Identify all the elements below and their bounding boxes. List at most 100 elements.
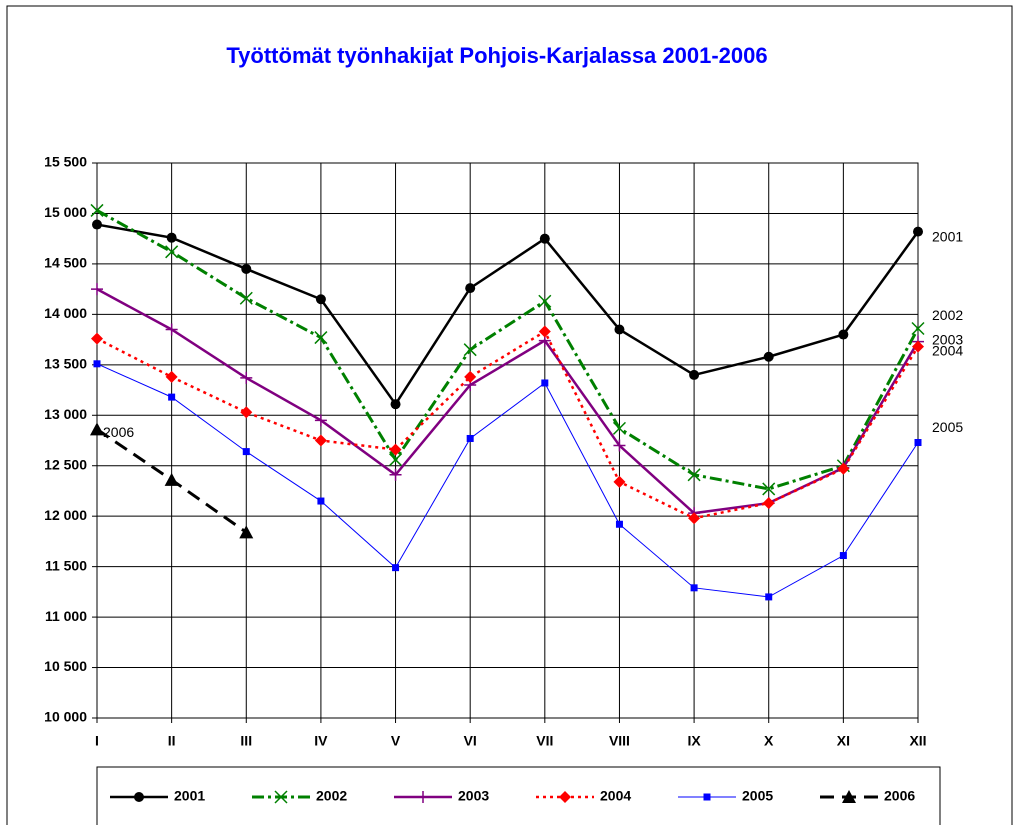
series-line xyxy=(96,288,920,515)
marker xyxy=(165,245,179,259)
plot-area xyxy=(96,162,919,719)
marker xyxy=(134,792,144,802)
marker xyxy=(166,232,177,243)
marker xyxy=(763,351,774,362)
marker xyxy=(703,793,711,801)
marker xyxy=(92,219,102,230)
marker xyxy=(765,593,773,601)
legend-label: 2001 xyxy=(174,788,205,804)
marker xyxy=(389,443,402,456)
marker xyxy=(842,790,856,803)
marker xyxy=(914,439,922,447)
marker xyxy=(541,379,549,387)
marker xyxy=(314,414,327,427)
marker xyxy=(762,497,775,510)
series-line xyxy=(96,223,920,407)
marker xyxy=(314,331,328,345)
x-tick-label: VII xyxy=(536,733,553,749)
marker xyxy=(241,263,252,274)
x-tick-label: V xyxy=(391,733,401,749)
marker xyxy=(389,468,402,481)
marker xyxy=(687,468,701,482)
x-tick-label: IX xyxy=(687,733,701,749)
marker xyxy=(239,525,254,539)
marker xyxy=(239,291,253,305)
marker xyxy=(91,332,103,345)
series-line xyxy=(96,329,920,520)
y-tick-label: 14 000 xyxy=(44,305,87,321)
series-line xyxy=(96,363,919,598)
x-tick-label: XI xyxy=(837,733,850,749)
marker xyxy=(538,294,552,308)
x-tick-label: III xyxy=(240,733,252,749)
marker xyxy=(539,233,550,244)
marker xyxy=(390,399,401,410)
marker xyxy=(91,283,103,296)
marker xyxy=(317,497,325,505)
marker xyxy=(168,393,176,401)
marker xyxy=(613,475,626,488)
y-tick-label: 12 000 xyxy=(44,507,87,523)
marker xyxy=(559,791,571,803)
series-label: 2002 xyxy=(932,307,963,323)
marker xyxy=(90,203,104,217)
series-label: 2003 xyxy=(932,331,963,347)
marker xyxy=(90,422,104,436)
marker xyxy=(466,434,474,442)
marker xyxy=(911,321,925,336)
y-tick-label: 11 500 xyxy=(45,557,87,573)
x-tick-label: IV xyxy=(314,733,328,749)
marker xyxy=(912,340,924,353)
series-label: 2006 xyxy=(103,424,134,440)
marker xyxy=(463,343,477,357)
x-tick-label: X xyxy=(764,733,774,749)
series-label: 2001 xyxy=(932,228,963,244)
marker xyxy=(240,371,253,384)
marker xyxy=(165,370,178,383)
marker xyxy=(614,324,625,335)
marker xyxy=(839,552,847,560)
series-label: 2004 xyxy=(932,342,963,358)
x-tick-label: XII xyxy=(909,733,926,749)
y-tick-label: 11 000 xyxy=(45,608,87,624)
legend-label: 2003 xyxy=(458,788,489,804)
marker xyxy=(274,790,288,804)
y-tick-label: 12 500 xyxy=(44,456,87,472)
legend-label: 2005 xyxy=(742,788,773,804)
marker xyxy=(538,325,551,338)
marker xyxy=(389,453,403,467)
marker xyxy=(314,434,327,447)
marker xyxy=(417,791,429,803)
y-tick-label: 15 500 xyxy=(44,154,87,170)
legend-box xyxy=(96,766,941,825)
marker xyxy=(165,323,178,336)
marker xyxy=(315,294,326,305)
marker xyxy=(837,462,850,475)
marker xyxy=(762,482,776,496)
y-tick-label: 13 000 xyxy=(44,406,87,422)
marker xyxy=(612,421,626,435)
x-tick-label: VIII xyxy=(609,733,630,749)
chart-title: Työttömät työnhakijat Pohjois-Karjalassa… xyxy=(226,43,767,68)
series-line xyxy=(96,209,920,491)
marker xyxy=(615,520,623,528)
y-tick-label: 13 500 xyxy=(44,356,87,372)
marker xyxy=(164,472,179,486)
marker xyxy=(240,406,253,419)
marker xyxy=(688,512,701,525)
marker xyxy=(93,360,101,368)
marker xyxy=(689,369,700,380)
marker xyxy=(613,439,626,452)
y-tick-label: 10 000 xyxy=(44,709,87,725)
marker xyxy=(690,584,698,592)
y-tick-label: 14 500 xyxy=(44,255,87,271)
series-label: 2005 xyxy=(932,419,963,435)
marker xyxy=(242,448,250,456)
legend-label: 2006 xyxy=(884,788,915,804)
x-tick-label: I xyxy=(95,733,99,749)
y-tick-label: 15 000 xyxy=(44,204,87,220)
y-tick-label: 10 500 xyxy=(44,658,87,674)
legend-label: 2002 xyxy=(316,788,347,804)
x-tick-label: VI xyxy=(464,733,477,749)
